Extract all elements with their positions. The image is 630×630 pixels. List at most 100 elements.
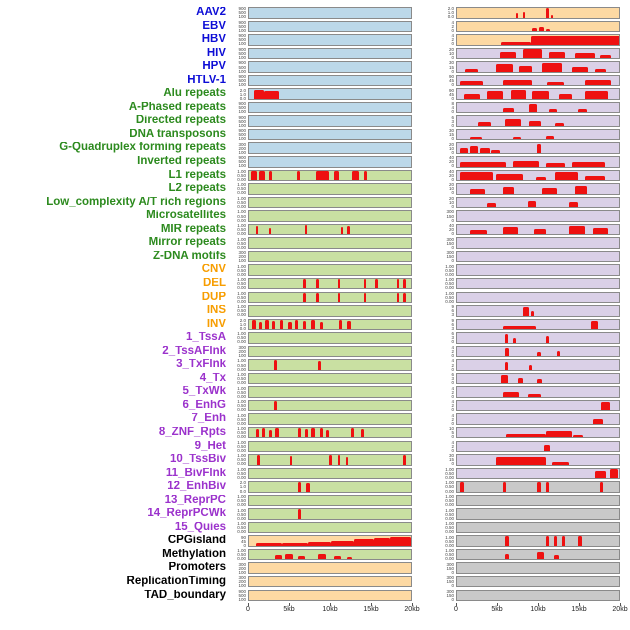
x-axis-left: 0 5kb 10kb 15kb 20kb xyxy=(246,603,420,617)
y-tick-label: 0 xyxy=(451,109,454,115)
y-tick-label: 0.50 xyxy=(445,267,454,273)
y-axis-labels: 300 150 0 xyxy=(438,209,456,223)
y-axis-labels: 40 20 0 xyxy=(438,223,456,236)
y-tick-label: 0 xyxy=(451,122,454,128)
y-tick-label: 100 xyxy=(238,55,246,60)
y-tick-label: 300 xyxy=(446,575,454,581)
y-axis-labels: 1.00 0.50 0.00 xyxy=(438,277,456,290)
y-tick-label: 0.00 xyxy=(445,542,454,548)
data-bar xyxy=(479,147,490,153)
y-tick-label: 40 xyxy=(448,155,454,161)
track-label: 4_Tx xyxy=(199,372,226,384)
track-label: HPV xyxy=(202,61,226,73)
track-label: 14_ReprPCWk xyxy=(147,508,226,520)
data-bar xyxy=(551,14,554,18)
y-tick-label: 10 xyxy=(448,186,454,192)
y-tick-label: 150 xyxy=(446,565,454,571)
track-row: Alu repeats 2.0 1.0 0.0 90 45 0 xyxy=(0,87,630,101)
y-tick-label: 1.00 xyxy=(237,453,246,459)
y-axis-labels: 1.00 0.50 0.00 xyxy=(230,548,248,562)
y-tick-label: 300 xyxy=(446,209,454,215)
data-bar xyxy=(403,292,406,302)
y-tick-label: 100 xyxy=(238,68,246,74)
data-bar xyxy=(568,202,579,208)
y-tick-label: 15 xyxy=(448,132,454,138)
y-tick-label: 0 xyxy=(451,82,454,88)
y-tick-label: 0.50 xyxy=(237,281,246,287)
x-tick-label: 15kb xyxy=(363,606,379,614)
plot-right xyxy=(456,562,620,574)
y-tick-label: 3 xyxy=(451,335,454,341)
track-label: 15_Quies xyxy=(174,521,226,533)
y-tick-label: 0.00 xyxy=(237,366,246,372)
data-bar xyxy=(390,536,411,546)
data-bar xyxy=(522,307,530,316)
track-row: Promoters 300 200 100 300 150 0 xyxy=(0,561,630,575)
data-bar xyxy=(555,123,564,126)
data-bar xyxy=(337,455,340,465)
y-tick-label: 1.00 xyxy=(237,412,246,418)
y-tick-label: 20 xyxy=(448,46,454,52)
data-bar xyxy=(403,455,406,465)
y-tick-label: 10 xyxy=(448,145,454,151)
y-tick-label: 900 xyxy=(238,128,246,134)
y-tick-label: 100 xyxy=(238,583,246,589)
y-tick-label: 900 xyxy=(238,74,246,79)
track-row: HTLV-1 900 500 100 90 45 0 xyxy=(0,74,630,88)
y-tick-label: 100 xyxy=(238,14,246,20)
y-tick-label: 0.00 xyxy=(445,488,454,494)
y-tick-label: 0.00 xyxy=(237,502,246,508)
y-tick-label: 150 xyxy=(446,592,454,598)
data-bar xyxy=(396,292,400,302)
data-bar xyxy=(499,51,517,59)
data-bar xyxy=(545,536,549,546)
y-tick-label: 1.00 xyxy=(237,290,246,296)
track-label: AAV2 xyxy=(196,7,226,19)
data-bar xyxy=(337,292,340,302)
y-tick-label: 0 xyxy=(451,420,454,426)
y-tick-label: 100 xyxy=(238,569,246,575)
track-row: 3_TxFlnk 1.00 0.50 0.00 4 2 0 xyxy=(0,358,630,372)
x-tick-label: 5kb xyxy=(283,606,295,614)
data-bar xyxy=(575,186,587,194)
data-bar xyxy=(396,278,400,289)
track-row: Mirror repeats 1.00 0.50 0.00 300 150 0 xyxy=(0,236,630,250)
y-tick-label: 0.00 xyxy=(237,556,246,562)
y-tick-label: 1.00 xyxy=(237,223,246,229)
track-row: DEL 1.00 0.50 0.00 1.00 0.50 0.00 xyxy=(0,277,630,291)
track-row: DNA transposons 900 500 100 30 15 0 xyxy=(0,128,630,142)
y-tick-label: 0.00 xyxy=(237,380,246,386)
track-label: ReplicationTiming xyxy=(126,575,226,587)
y-axis-labels: 40 20 0 xyxy=(438,155,456,169)
y-tick-label: 0.00 xyxy=(445,271,454,277)
data-bar xyxy=(593,419,603,424)
y-tick-label: 20 xyxy=(448,141,454,147)
track-row: A-Phased repeats 900 500 100 8 4 0 xyxy=(0,101,630,115)
data-bar xyxy=(465,69,479,72)
y-axis-labels: 1.00 0.50 0.00 xyxy=(438,494,456,507)
y-axis-labels: 1.00 0.50 0.00 xyxy=(230,521,248,534)
y-tick-label: 20 xyxy=(448,159,454,165)
y-tick-label: 0 xyxy=(451,95,454,101)
y-tick-label: 500 xyxy=(238,105,246,111)
data-bar xyxy=(294,319,299,330)
data-bar xyxy=(486,91,503,99)
data-bar xyxy=(290,456,293,465)
data-bar xyxy=(504,118,521,126)
y-axis-labels: 1.00 0.50 0.00 xyxy=(230,372,248,386)
y-tick-label: 0.50 xyxy=(237,240,246,246)
y-tick-label: 6 xyxy=(451,308,454,314)
data-bar xyxy=(529,120,541,126)
y-axis-labels: 1.00 0.50 0.00 xyxy=(230,277,248,290)
track-row: Methylation 1.00 0.50 0.00 1.00 0.50 0.00 xyxy=(0,548,630,562)
y-tick-label: 90 xyxy=(448,74,454,79)
y-tick-label: 0.50 xyxy=(237,172,246,178)
y-tick-label: 9 xyxy=(451,304,454,310)
y-tick-label: 2 xyxy=(451,443,454,449)
x-axis: 0 5kb 10kb 15kb 20kb 0 5kb 10kb 15kb 20kb xyxy=(0,603,630,617)
data-bar xyxy=(512,137,521,140)
y-tick-label: 0.00 xyxy=(237,231,246,237)
y-tick-label: 4 xyxy=(451,344,454,350)
plot-left xyxy=(248,345,412,358)
